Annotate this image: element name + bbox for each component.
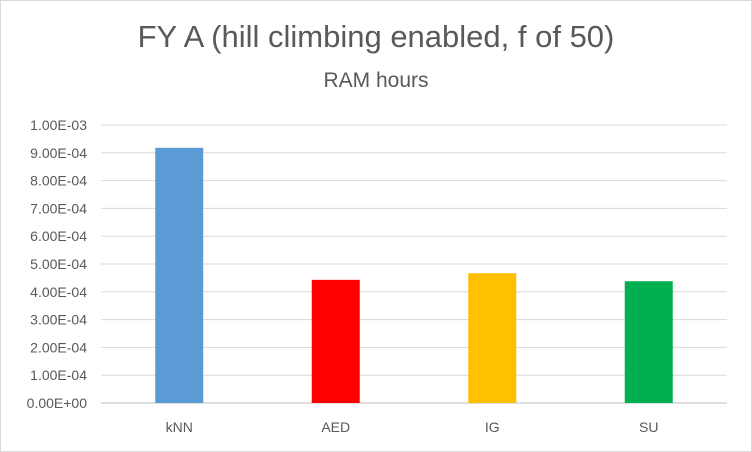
x-tick-label: IG: [485, 419, 500, 435]
y-tick-label: 3.00E-04: [30, 312, 87, 328]
y-tick-label: 5.00E-04: [30, 256, 87, 272]
x-tick-label: kNN: [166, 419, 193, 435]
x-tick-label: SU: [639, 419, 658, 435]
bar-ig: [468, 273, 517, 403]
y-tick-label: 4.00E-04: [30, 284, 87, 300]
chart-title: FY A (hill climbing enabled, f of 50): [137, 19, 615, 54]
y-tick-label: 1.00E-03: [30, 117, 87, 133]
chart-subtitle: RAM hours: [323, 69, 429, 92]
y-tick-label: 6.00E-04: [30, 228, 87, 244]
y-tick-label: 1.00E-04: [30, 367, 87, 383]
bar-aed: [311, 279, 360, 403]
x-tick-label: AED: [321, 419, 350, 435]
y-tick-label: 8.00E-04: [30, 173, 87, 189]
y-tick-label: 9.00E-04: [30, 145, 87, 161]
y-tick-label: 0.00E+00: [27, 395, 88, 411]
bar-knn: [155, 147, 204, 403]
y-tick-label: 7.00E-04: [30, 200, 87, 216]
bar-su: [624, 281, 673, 403]
y-tick-label: 2.00E-04: [30, 339, 87, 355]
